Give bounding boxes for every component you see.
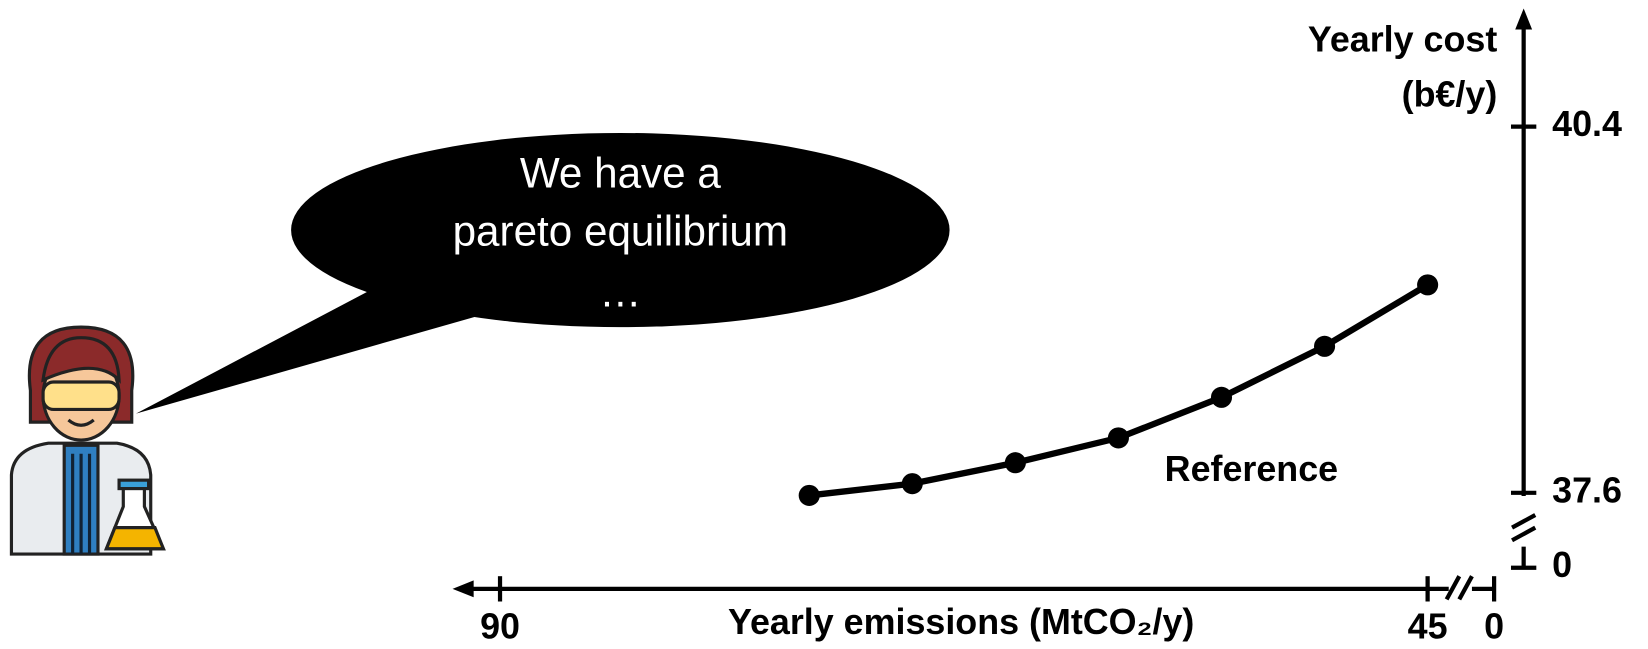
- point: [1417, 274, 1438, 295]
- point: [1005, 452, 1026, 473]
- point: [1108, 427, 1129, 448]
- point: [902, 473, 923, 494]
- chart: We have a pareto equilibrium … Yearly co…: [0, 0, 1648, 649]
- point: [1314, 336, 1335, 357]
- scientist-icon: [11, 327, 163, 554]
- x-tick-label: 45: [1408, 606, 1448, 646]
- point: [1211, 387, 1232, 408]
- y-axis-label: Yearly cost: [1308, 20, 1497, 60]
- point: [799, 485, 820, 506]
- x-tick-label: 90: [480, 606, 520, 646]
- annotation: Reference: [1165, 449, 1338, 489]
- x-tick-label: 0: [1484, 606, 1504, 646]
- y-tick-label: 37.6: [1552, 470, 1622, 510]
- bubble-text: We have a: [520, 149, 722, 196]
- y-axis-label: (b€/y): [1402, 75, 1498, 115]
- y-tick-label: 0: [1552, 545, 1572, 585]
- x-axis-label: Yearly emissions (MtCO₂/y): [728, 602, 1194, 642]
- bubble-text: pareto equilibrium: [453, 207, 788, 254]
- y-tick-label: 40.4: [1552, 104, 1622, 144]
- bubble-text: …: [599, 269, 641, 316]
